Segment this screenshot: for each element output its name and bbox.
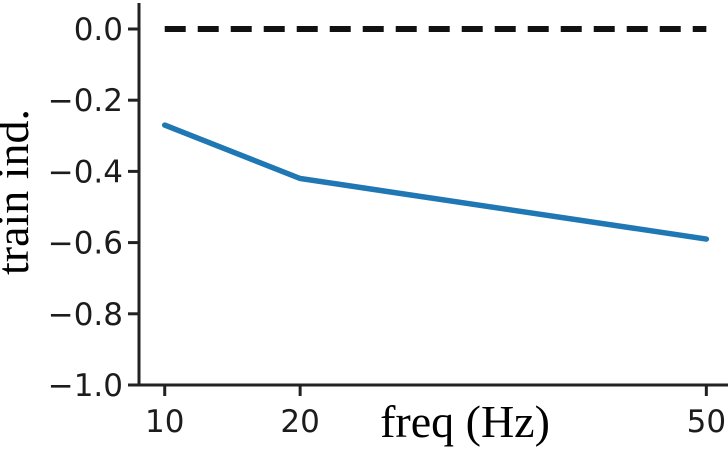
y-tick-label: −0.6 [48, 226, 123, 262]
data-series-lines [161, 122, 710, 242]
x-tick-label: 10 [145, 404, 184, 440]
y-tick-label: −0.4 [48, 154, 123, 190]
y-axis-label: train ind. [0, 109, 38, 275]
train-induction-curve-line [161, 122, 710, 242]
y-tick-label: −1.0 [48, 368, 123, 404]
x-tick-label: 20 [280, 404, 319, 440]
x-axis-ticks [163, 385, 708, 396]
y-tick-label: −0.8 [48, 297, 123, 333]
y-axis-tick-labels: 0.0 −0.2 −0.4 −0.6 −0.8 −1.0 [48, 12, 123, 404]
x-axis-label: freq (Hz) [380, 396, 550, 447]
axes-spines [137, 3, 728, 387]
x-axis-tick-labels: 10 20 50 [145, 404, 726, 440]
x-tick-label: 50 [687, 404, 726, 440]
y-axis-ticks [128, 27, 139, 387]
y-tick-label: −0.2 [48, 83, 123, 119]
y-tick-label: 0.0 [74, 12, 123, 48]
